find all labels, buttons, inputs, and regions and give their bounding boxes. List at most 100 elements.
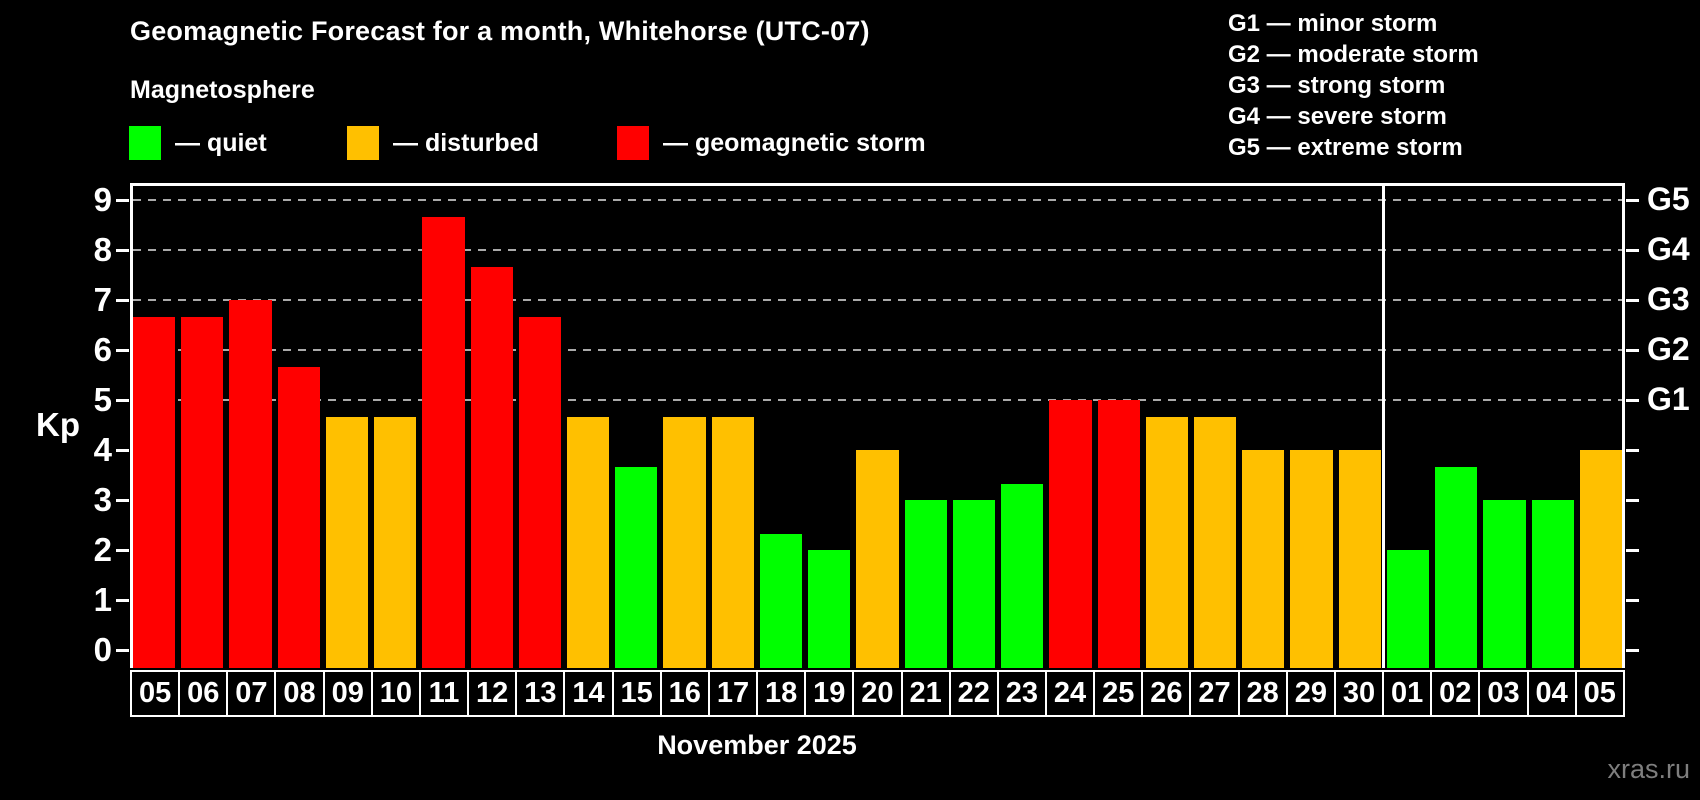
y-tick-label-7: 7 xyxy=(93,281,112,318)
kp-bar-day-17 xyxy=(711,416,754,668)
magnetosphere-label: Magnetosphere xyxy=(130,76,315,104)
left-tick-0 xyxy=(116,649,129,652)
y-tick-label-6: 6 xyxy=(93,331,112,368)
y-tick-label-8: 8 xyxy=(93,231,112,268)
legend-item-disturbed: — disturbed xyxy=(347,124,539,162)
g2-legend-line: G2 — moderate storm xyxy=(1228,41,1479,68)
left-tick-3 xyxy=(116,499,129,502)
kp-bar-day-06 xyxy=(181,316,224,668)
kp-bar-day-14 xyxy=(567,416,610,668)
kp-bar-day-13 xyxy=(518,316,562,668)
kp-bar-day-25 xyxy=(1097,400,1140,668)
day-label-cell-20: 20 xyxy=(852,670,903,717)
day-label-cell-15: 15 xyxy=(611,670,662,717)
legend-label-storm: — geomagnetic storm xyxy=(663,128,926,157)
kp-bar-day-15 xyxy=(615,466,658,668)
kp-bar-day-03 xyxy=(1483,500,1526,668)
y-axis-title: Kp xyxy=(36,406,80,443)
day-label-cell-09: 09 xyxy=(322,670,373,717)
legend-label-quiet: — quiet xyxy=(175,128,267,157)
kp-bar-day-23 xyxy=(1001,483,1044,668)
g3-legend-line: G3 — strong storm xyxy=(1228,72,1446,99)
left-tick-7 xyxy=(116,299,129,302)
g1-legend-line: G1 — minor storm xyxy=(1228,10,1438,37)
disturbed-color-swatch xyxy=(347,126,379,160)
kp-bar-day-30 xyxy=(1338,450,1381,668)
kp-bar-day-08 xyxy=(277,366,320,668)
day-label-cell-18: 18 xyxy=(756,670,807,717)
right-tick-4 xyxy=(1626,449,1639,452)
plot-area: 0 1 2 3 4 5 6 7 8 9 G1 G2 G3 G4 G5 xyxy=(94,183,1690,668)
month-label: November 2025 xyxy=(657,730,857,760)
plot-top-border xyxy=(130,183,1625,186)
g-scale-legend: G1 — minor storm G2 — moderate storm G3 … xyxy=(1228,8,1479,163)
day-label-cell-16: 16 xyxy=(659,670,710,717)
left-tick-9 xyxy=(116,199,129,202)
kp-bar-day-05 xyxy=(1579,450,1622,668)
right-tick-6 xyxy=(1626,349,1639,352)
storm-color-swatch xyxy=(617,126,649,160)
day-label-cell-10: 10 xyxy=(370,670,421,717)
right-tick-9 xyxy=(1626,199,1639,202)
watermark: xras.ru xyxy=(1607,754,1690,784)
day-label-cell-11: 11 xyxy=(418,670,470,717)
y-tick-label-9: 9 xyxy=(93,181,112,218)
day-label-cell-24: 24 xyxy=(1044,670,1096,717)
kp-bar-day-10 xyxy=(374,416,417,668)
day-label-cell-05: 05 xyxy=(130,670,181,717)
left-tick-8 xyxy=(116,249,129,252)
right-tick-8 xyxy=(1626,249,1639,252)
day-label-cell-28: 28 xyxy=(1237,670,1288,717)
kp-bar-day-11 xyxy=(422,216,465,668)
day-label-cell-17: 17 xyxy=(707,670,759,717)
kp-bar-day-24 xyxy=(1049,400,1092,668)
day-label-cell-08: 08 xyxy=(274,670,325,717)
right-axis-line xyxy=(1622,183,1625,668)
right-axis-label-G2: G2 xyxy=(1647,331,1690,367)
day-label-cell-02: 02 xyxy=(1430,670,1481,717)
gridline-kp5 xyxy=(133,399,1622,401)
kp-bar-day-26 xyxy=(1145,416,1188,668)
day-label-cell-27: 27 xyxy=(1189,670,1240,717)
day-label-cell-23: 23 xyxy=(996,670,1047,717)
left-tick-1 xyxy=(116,599,129,602)
day-label-cell-22: 22 xyxy=(948,670,999,717)
page-title: Geomagnetic Forecast for a month, Whiteh… xyxy=(130,16,870,46)
kp-bar-day-29 xyxy=(1290,450,1333,668)
day-label-cell-06: 06 xyxy=(178,670,229,717)
left-tick-4 xyxy=(116,449,129,452)
y-tick-label-0: 0 xyxy=(93,631,112,668)
left-tick-6 xyxy=(116,349,129,352)
kp-bar-day-02 xyxy=(1435,466,1478,668)
right-axis-label-G4: G4 xyxy=(1647,231,1690,267)
right-tick-7 xyxy=(1626,299,1639,302)
kp-bar-day-18 xyxy=(759,533,803,668)
kp-bar-day-05 xyxy=(133,316,176,668)
kp-bar-day-16 xyxy=(663,416,706,668)
y-tick-label-4: 4 xyxy=(93,431,112,468)
day-label-cell-21: 21 xyxy=(900,670,951,717)
left-tick-2 xyxy=(116,549,129,552)
kp-bar-day-04 xyxy=(1531,500,1574,668)
y-tick-label-1: 1 xyxy=(93,581,112,618)
day-label-cell-12: 12 xyxy=(467,670,518,717)
day-label-cell-04: 04 xyxy=(1526,670,1577,717)
legend-item-quiet: — quiet xyxy=(129,124,267,162)
legend-label-disturbed: — disturbed xyxy=(393,128,539,157)
right-axis-label-G1: G1 xyxy=(1647,381,1690,417)
kp-bar-day-20 xyxy=(856,450,899,668)
y-tick-label-3: 3 xyxy=(93,481,112,518)
left-tick-5 xyxy=(116,399,129,402)
y-tick-label-5: 5 xyxy=(93,381,112,418)
right-tick-2 xyxy=(1626,549,1639,552)
kp-bar-day-27 xyxy=(1193,416,1237,668)
day-label-cell-14: 14 xyxy=(563,670,614,717)
day-label-cell-05: 05 xyxy=(1574,670,1625,717)
day-label-cell-29: 29 xyxy=(1285,670,1336,717)
kp-bar-day-22 xyxy=(952,500,996,668)
quiet-color-swatch xyxy=(129,126,161,160)
right-axis-label-G5: G5 xyxy=(1647,181,1690,217)
y-tick-label-2: 2 xyxy=(93,531,112,568)
gridline-kp7 xyxy=(133,299,1622,301)
day-label-cell-03: 03 xyxy=(1478,670,1529,717)
